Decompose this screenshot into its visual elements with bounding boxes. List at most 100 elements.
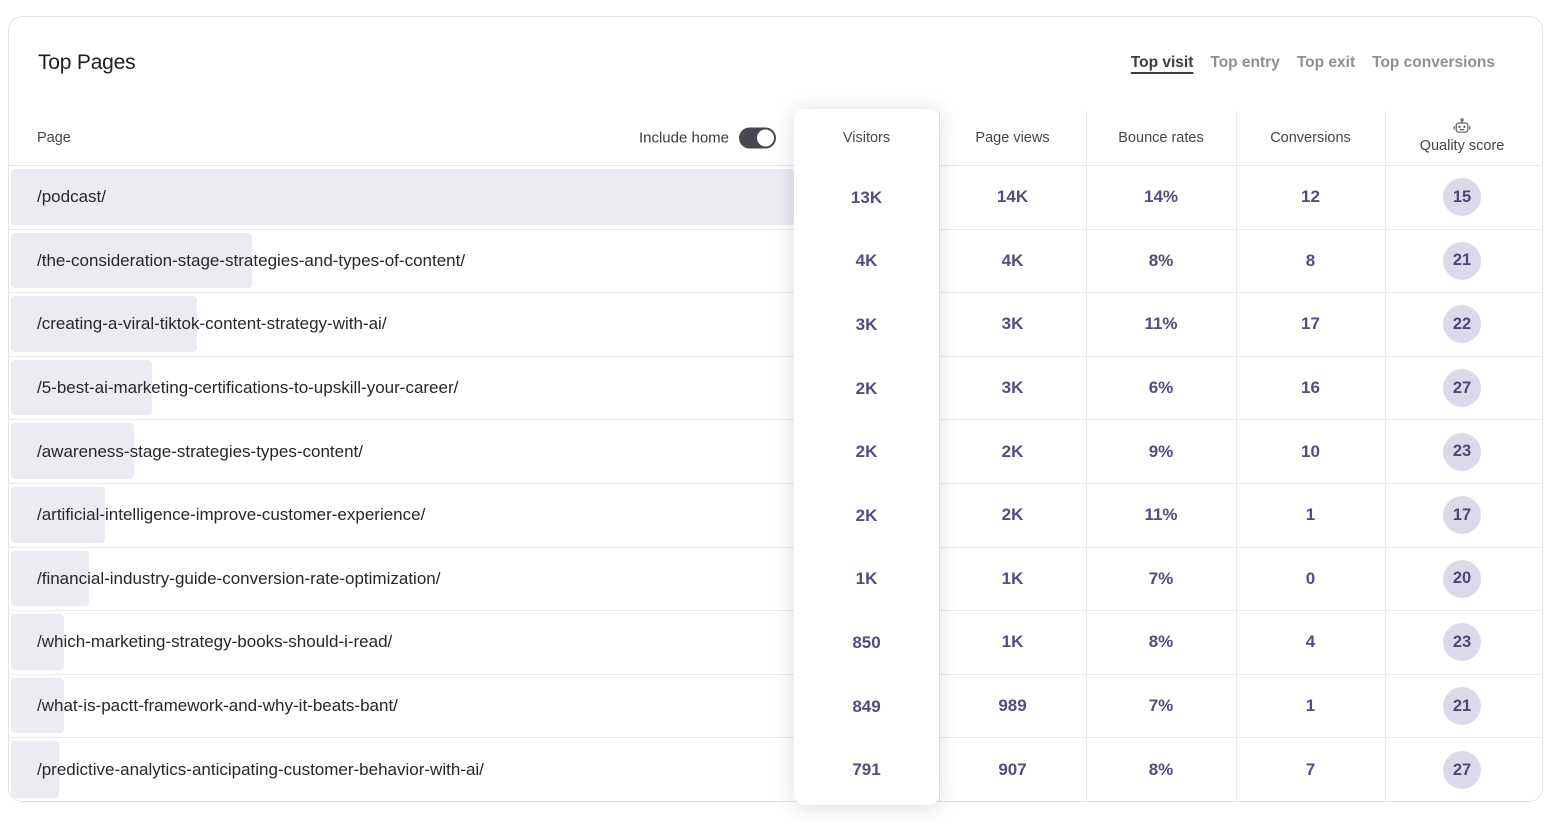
visitors-value: 791 bbox=[852, 760, 881, 780]
visitors-value: 3K bbox=[855, 314, 878, 334]
page-views-value: 1K bbox=[1001, 568, 1024, 588]
column-header-page-views: Page views bbox=[975, 130, 1050, 146]
tab-top-entry[interactable]: Top entry bbox=[1210, 54, 1280, 71]
visitors-bar bbox=[11, 423, 134, 479]
visitors-value: 2K bbox=[855, 378, 878, 398]
table-row[interactable]: /5-best-ai-marketing-certifications-to-u… bbox=[9, 357, 1542, 421]
page-path: /which-marketing-strategy-books-should-i… bbox=[37, 632, 393, 652]
conversions-value: 17 bbox=[1301, 314, 1320, 334]
page-path: /5-best-ai-marketing-certifications-to-u… bbox=[37, 378, 459, 398]
bounce-rate-value: 7% bbox=[1148, 696, 1174, 716]
tab-top-visit[interactable]: Top visit bbox=[1130, 54, 1194, 71]
page-views-value: 14K bbox=[996, 187, 1029, 207]
bounce-rate-value: 11% bbox=[1144, 314, 1178, 334]
page-views-value: 1K bbox=[1001, 632, 1024, 652]
bounce-rate-value: 7% bbox=[1148, 568, 1174, 588]
table-row[interactable]: /predictive-analytics-anticipating-custo… bbox=[9, 738, 1542, 802]
visitors-value: 13K bbox=[850, 187, 883, 207]
visitors-bar bbox=[11, 677, 64, 734]
column-header-page: Page bbox=[37, 130, 71, 146]
page-path: /the-consideration-stage-strategies-and-… bbox=[37, 250, 466, 270]
visitors-value: 4K bbox=[855, 251, 878, 271]
conversions-value: 1 bbox=[1305, 505, 1316, 525]
table-row[interactable]: /creating-a-viral-tiktok-content-strateg… bbox=[9, 293, 1542, 357]
conversions-value: 4 bbox=[1305, 632, 1316, 652]
quality-score-label: Quality score bbox=[1419, 138, 1505, 154]
table-row[interactable]: /financial-industry-guide-conversion-rat… bbox=[9, 548, 1542, 612]
table-row[interactable]: /which-marketing-strategy-books-should-i… bbox=[9, 611, 1542, 675]
quality-score-badge: 23 bbox=[1443, 432, 1481, 471]
visitors-bar bbox=[11, 169, 794, 225]
column-divider bbox=[939, 111, 940, 801]
visitors-value: 849 bbox=[852, 696, 881, 716]
visitors-value: 2K bbox=[855, 442, 878, 462]
page-views-value: 4K bbox=[1001, 250, 1024, 270]
include-home-control: Include home bbox=[638, 127, 776, 149]
conversions-value: 12 bbox=[1301, 187, 1320, 207]
page-path: /predictive-analytics-anticipating-custo… bbox=[37, 760, 484, 780]
include-home-label: Include home bbox=[638, 129, 729, 147]
conversions-value: 10 bbox=[1301, 441, 1320, 461]
page-views-value: 3K bbox=[1001, 314, 1024, 334]
visitors-column-panel: Visitors 13K 4K 3K 2K 2K 2K 1K 850 849 791 bbox=[794, 109, 939, 805]
include-home-toggle[interactable] bbox=[739, 127, 776, 149]
quality-score-badge: 21 bbox=[1443, 687, 1481, 726]
visitors-value: 850 bbox=[852, 632, 881, 652]
toggle-knob bbox=[757, 129, 774, 147]
column-header-visitors: Visitors bbox=[842, 129, 891, 146]
bounce-rate-value: 14% bbox=[1143, 187, 1179, 207]
bounce-rate-value: 8% bbox=[1148, 250, 1174, 270]
tab-top-exit[interactable]: Top exit bbox=[1296, 54, 1356, 71]
bounce-rate-value: 9% bbox=[1148, 441, 1174, 461]
visitors-bar bbox=[11, 296, 197, 352]
table-header: Page Include home Page views Bounce rate… bbox=[9, 111, 1542, 166]
visitors-bar bbox=[11, 359, 152, 416]
page-path: /what-is-pactt-framework-and-why-it-beat… bbox=[37, 696, 398, 716]
page-path: /creating-a-viral-tiktok-content-strateg… bbox=[37, 314, 387, 334]
visitors-value: 2K bbox=[855, 505, 878, 525]
page-views-value: 3K bbox=[1001, 378, 1024, 398]
table-body: /podcast/14K 14% 12 15/the-consideration-st… bbox=[9, 166, 1542, 802]
table-row[interactable]: /podcast/14K 14% 12 15 bbox=[9, 166, 1542, 230]
conversions-value: 1 bbox=[1305, 696, 1316, 716]
quality-score-badge: 22 bbox=[1443, 305, 1481, 344]
conversions-value: 7 bbox=[1305, 760, 1316, 780]
bounce-rate-value: 8% bbox=[1148, 632, 1174, 652]
top-pages-card: Top Pages Top visit Top entry Top exit Top … bbox=[8, 16, 1543, 805]
column-divider bbox=[1385, 111, 1386, 801]
page-views-value: 989 bbox=[998, 696, 1027, 716]
page-path: /podcast/ bbox=[37, 187, 106, 207]
visitors-value: 1K bbox=[855, 569, 878, 589]
page-path: /awareness-stage-strategies-types-conten… bbox=[37, 441, 363, 461]
visitors-bar bbox=[11, 741, 59, 798]
page-path: /financial-industry-guide-conversion-rat… bbox=[37, 568, 441, 588]
conversions-value: 8 bbox=[1305, 250, 1316, 270]
quality-score-badge: 15 bbox=[1443, 178, 1481, 217]
page-views-value: 907 bbox=[998, 760, 1027, 780]
table-row[interactable]: /artificial-intelligence-improve-custome… bbox=[9, 484, 1542, 548]
bounce-rate-value: 11% bbox=[1144, 505, 1178, 525]
conversions-value: 0 bbox=[1305, 568, 1316, 588]
quality-score-badge: 23 bbox=[1443, 623, 1481, 662]
bounce-rate-value: 8% bbox=[1148, 760, 1174, 780]
view-tabs: Top visit Top entry Top exit Top conversion… bbox=[1131, 54, 1495, 72]
table-row[interactable]: /what-is-pactt-framework-and-why-it-beat… bbox=[9, 675, 1542, 739]
conversions-value: 16 bbox=[1301, 378, 1320, 398]
column-header-conversions: Conversions bbox=[1270, 130, 1351, 146]
visitors-bar bbox=[11, 486, 105, 543]
page-path: /artificial-intelligence-improve-custome… bbox=[37, 505, 426, 525]
tab-top-conversions[interactable]: Top conversions bbox=[1372, 54, 1495, 71]
visitors-bar bbox=[11, 550, 89, 607]
column-divider bbox=[1086, 111, 1087, 801]
quality-score-badge: 27 bbox=[1443, 751, 1481, 790]
column-divider bbox=[1236, 111, 1237, 801]
robot-icon bbox=[1453, 118, 1471, 133]
table-row[interactable]: /the-consideration-stage-strategies-and-… bbox=[9, 230, 1542, 294]
column-header-bounce-rates: Bounce rates bbox=[1118, 130, 1204, 146]
visitors-bar bbox=[11, 232, 252, 289]
quality-score-badge: 20 bbox=[1443, 559, 1481, 598]
page-views-value: 2K bbox=[1001, 505, 1024, 525]
table-row[interactable]: /awareness-stage-strategies-types-conten… bbox=[9, 420, 1542, 484]
page-views-value: 2K bbox=[1001, 441, 1024, 461]
